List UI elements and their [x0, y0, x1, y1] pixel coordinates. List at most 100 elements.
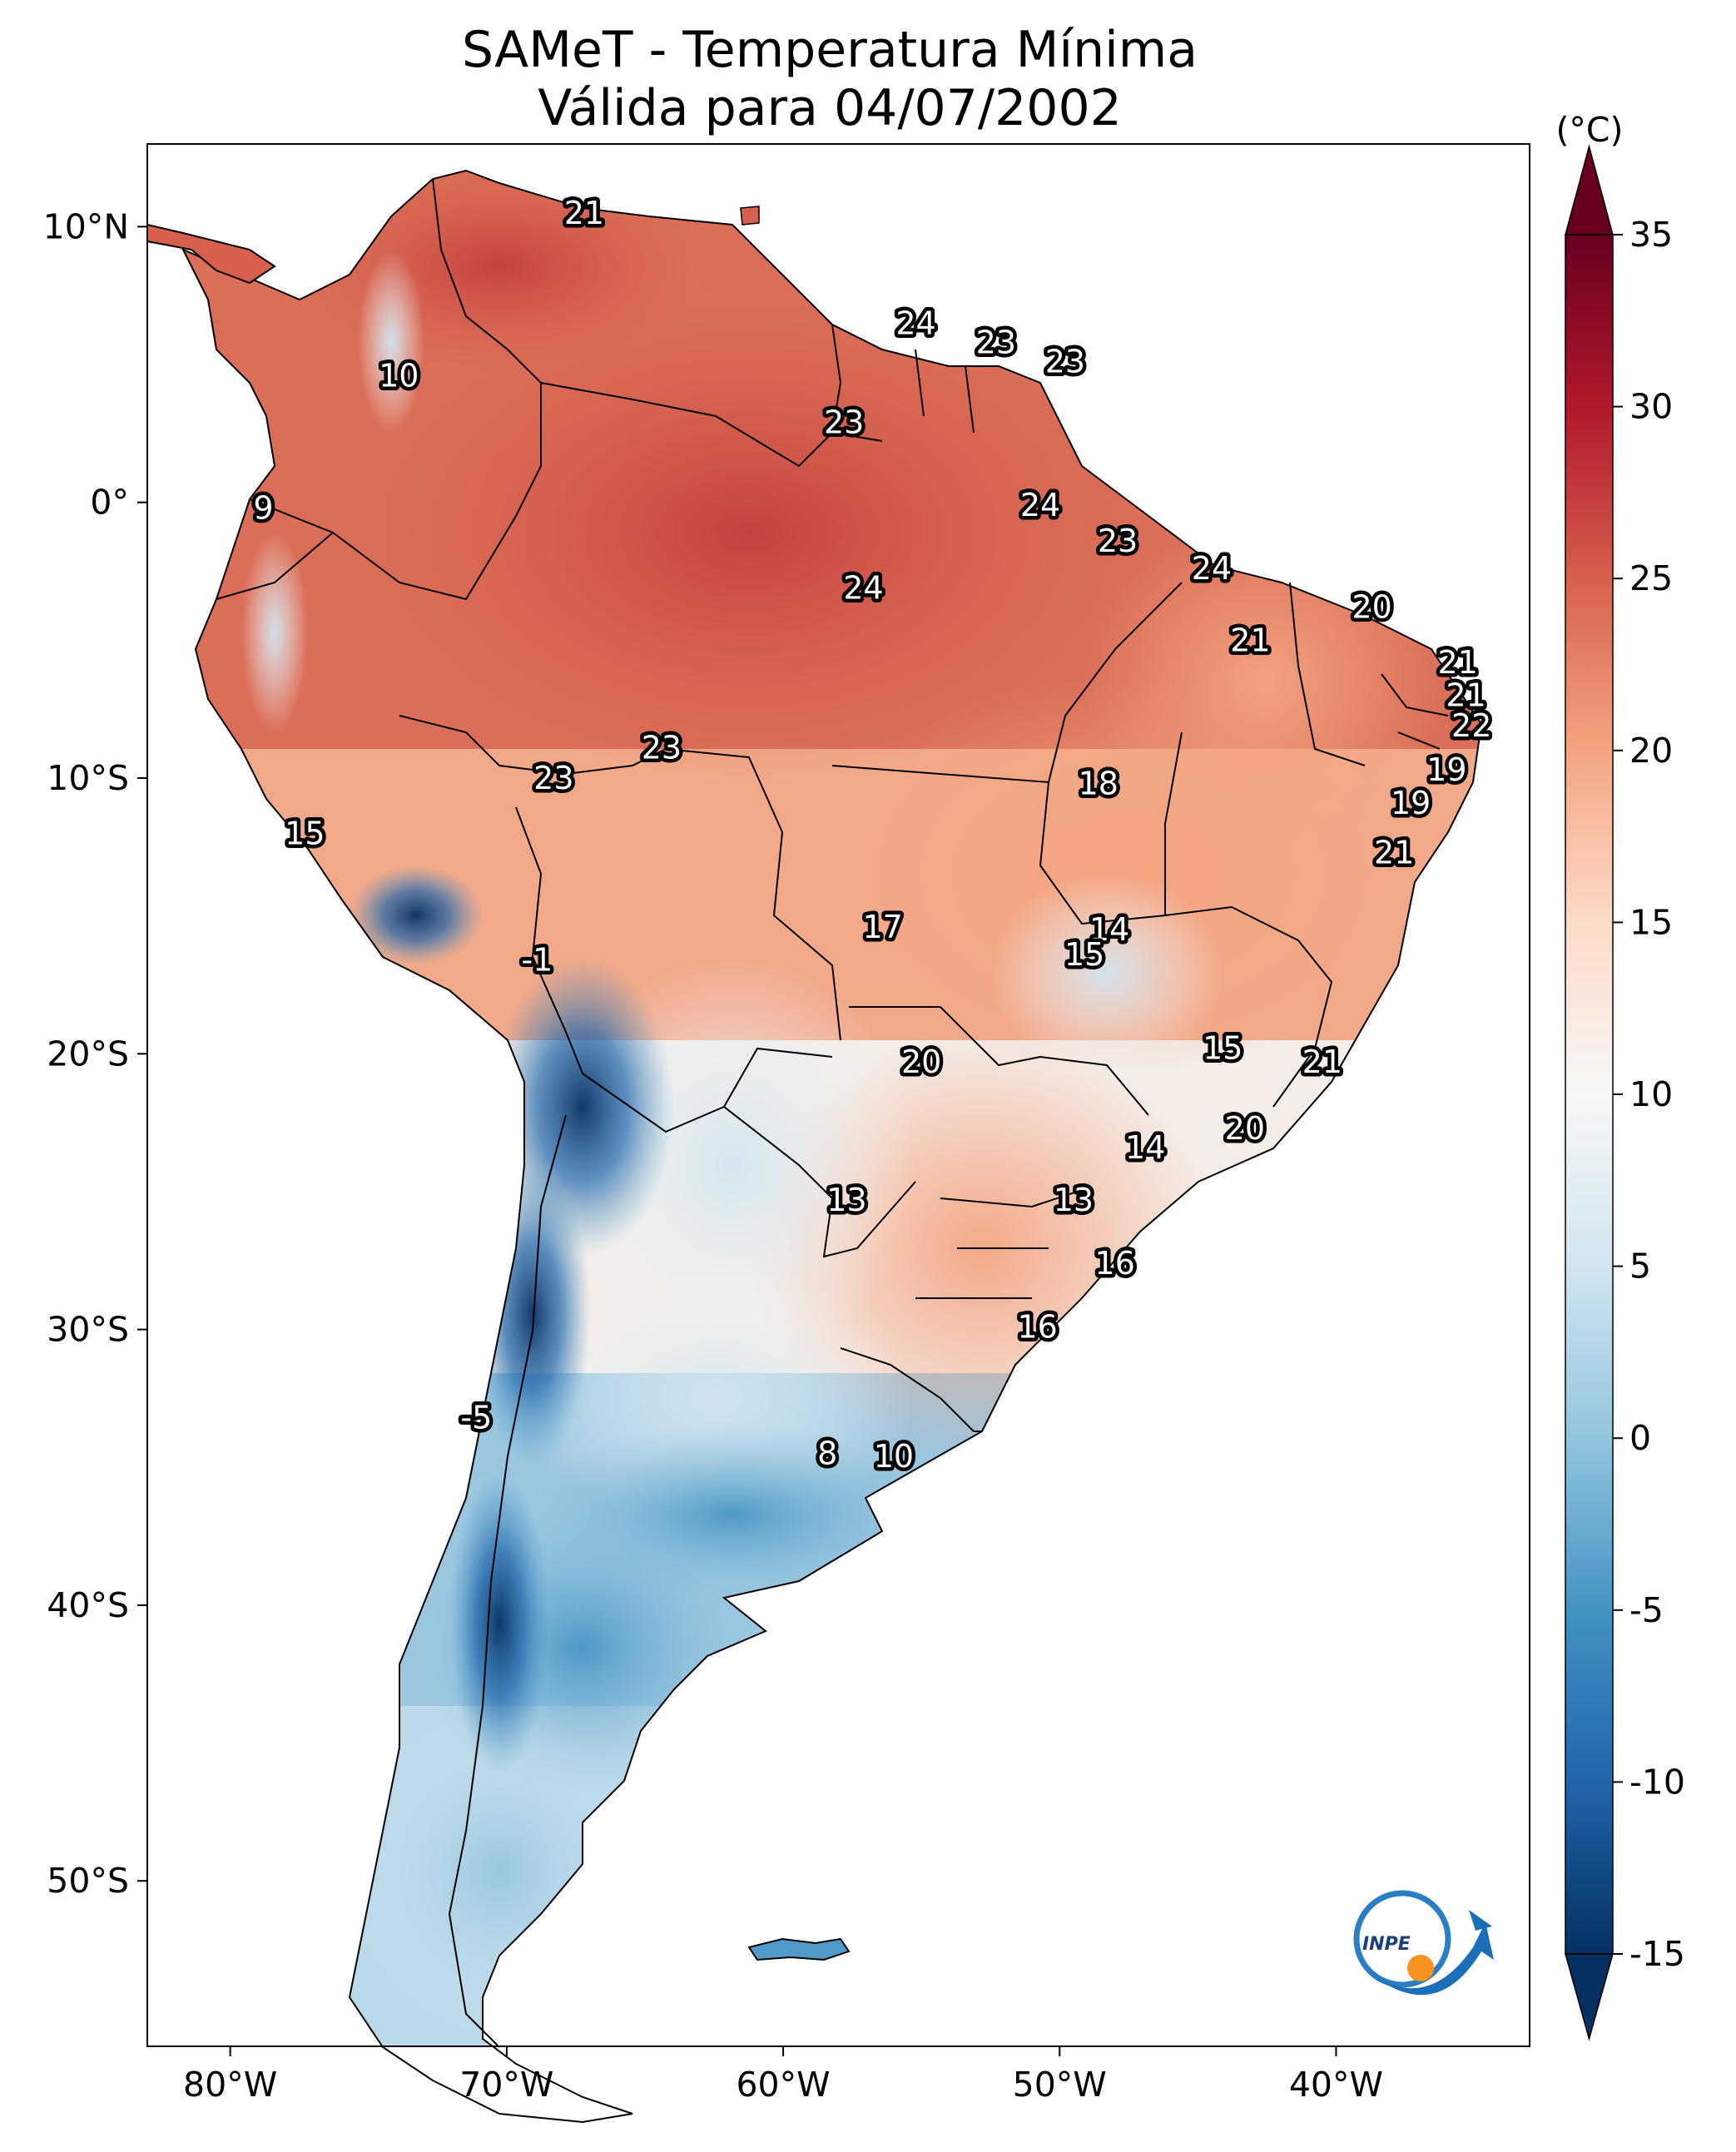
boundary-brazil-states-3 [1164, 905, 1333, 1108]
temperature-label: 23 [976, 325, 1016, 361]
boundary-guianas [831, 324, 975, 434]
lat-tick-label: 30°S [47, 1310, 129, 1350]
temperature-label: 24 [843, 569, 883, 606]
temperature-label: 17 [862, 909, 902, 945]
lon-tick-label: 40°W [1289, 2065, 1383, 2105]
lat-tick-label: 0° [90, 483, 129, 523]
temperature-label: 19 [1426, 751, 1466, 788]
boundary-ecuador-peru [216, 532, 334, 600]
field-warm-amazon [350, 283, 1148, 782]
colorbar-body [1565, 234, 1614, 1955]
field-andes-cold-north [350, 865, 483, 965]
lat-tick-label: 20°S [47, 1034, 129, 1074]
temperature-label: 22 [1451, 707, 1491, 744]
logo-globe-ring [1353, 1890, 1451, 1988]
colorbar-unit: (°C) [1555, 110, 1623, 150]
colorbar-top-extend [1565, 144, 1614, 236]
lat-tick-label: 50°S [47, 1861, 129, 1901]
temperature-label: 21 [1374, 834, 1414, 870]
title-line-1: SAMeT - Temperatura Mínima [462, 21, 1198, 79]
colorbar-tick-label: 5 [1629, 1247, 1651, 1287]
colorbar: (°C) 35 30 25 20 15 10 5 0 -5 -10 -15 [1555, 110, 1685, 2041]
colorbar-ticks: 35 30 25 20 15 10 5 0 -5 -10 -15 [1613, 215, 1685, 1974]
title-line-2: Válida para 04/07/2002 [538, 79, 1122, 137]
temperature-label: 10 [379, 357, 419, 394]
temperature-label: 23 [824, 404, 864, 441]
trinidad-island [740, 206, 760, 226]
temperature-label: -5 [460, 1400, 492, 1436]
latitude-ticks: 10°N 0° 10°S 20°S 30°S 40°S 50°S [43, 206, 147, 1901]
falkland-islands [747, 1937, 851, 1961]
temperature-label: 19 [1391, 785, 1431, 821]
longitude-ticks: 80°W 70°W 60°W 50°W 40°W [183, 2046, 1383, 2105]
boundary-chile-argentina [448, 1114, 567, 2048]
logo-text: INPE [1362, 1934, 1411, 1955]
temperature-label: 16 [1018, 1308, 1058, 1345]
colorbar-tick-label: 15 [1629, 902, 1673, 942]
colorbar-bottom-extend [1565, 1953, 1614, 2041]
lon-tick-label: 50°W [1013, 2065, 1107, 2105]
temperature-label: 18 [1079, 766, 1118, 802]
lon-tick-label: 80°W [183, 2065, 277, 2105]
temperature-label: 21 [1437, 644, 1477, 681]
boundary-argentina-uruguay [840, 1347, 982, 1432]
temperature-label: 20 [1352, 589, 1391, 626]
temperature-label: 23 [642, 730, 682, 766]
boundary-peru-brazil [399, 715, 667, 776]
temperature-label: 21 [1446, 677, 1486, 714]
political-boundaries [216, 178, 1449, 2048]
field-andes-cold-south [449, 1473, 549, 1773]
boundary-colombia-venezuela [432, 178, 542, 384]
colorbar-tick-label: -5 [1629, 1590, 1664, 1630]
boundary-brazil-states-4 [849, 1006, 1149, 1116]
central-america-landmass [146, 223, 276, 285]
field-pale-highlands [990, 874, 1223, 1074]
temperature-label: 20 [1225, 1110, 1265, 1147]
temperature-label: 21 [1230, 622, 1270, 658]
colorbar-tick-label: 30 [1629, 387, 1673, 427]
colorbar-tick-label: -15 [1629, 1934, 1685, 1974]
boundary-paraguay [723, 1106, 916, 1258]
temperature-label: 20 [901, 1044, 941, 1080]
boundary-brazil-states-1 [831, 582, 1183, 784]
colorbar-tick-label: 25 [1629, 558, 1673, 598]
lat-tick-label: 10°S [47, 758, 129, 798]
field-colombian-andes [358, 250, 424, 433]
temperature-label: 24 [1192, 550, 1232, 587]
colorbar-tick-label: 35 [1629, 215, 1673, 255]
temperature-label: 21 [1302, 1044, 1342, 1080]
logo-orange-dot [1407, 1955, 1434, 1981]
temperature-label: 23 [1098, 523, 1138, 559]
temperature-label: 24 [1020, 487, 1060, 523]
temperature-label: 14 [1125, 1129, 1165, 1166]
boundary-northeast [1289, 582, 1449, 766]
lon-tick-label: 60°W [736, 2065, 830, 2105]
colorbar-tick-label: -10 [1629, 1762, 1685, 1802]
boundary-peru-bolivia [515, 806, 583, 1074]
map-frame [146, 143, 1530, 2047]
lat-tick-label: 40°S [47, 1585, 129, 1625]
temperature-label: 15 [1203, 1030, 1242, 1067]
colorbar-tick-label: 10 [1629, 1074, 1673, 1114]
temperature-label: 15 [1064, 936, 1104, 973]
boundary-venezuela-brazil [540, 382, 883, 468]
temperature-label: 14 [1089, 911, 1129, 948]
coastline [181, 169, 1483, 2124]
temperature-label: -1 [521, 942, 553, 979]
temperature-label: 9 [253, 489, 273, 526]
map-area: 10°N 0° 10°S 20°S 30°S 40°S 50°S 80°W 70°W 60°W 5… [43, 143, 1530, 2124]
temperature-label: 13 [1054, 1182, 1094, 1218]
colorbar-tick-label: 20 [1629, 731, 1673, 771]
logo-arrow [1469, 1910, 1492, 1931]
boundary-brazil-bolivia [665, 748, 841, 1041]
temperature-label: 8 [817, 1435, 837, 1472]
colorbar-tick-label: 0 [1629, 1418, 1651, 1458]
temperature-label: 13 [826, 1182, 866, 1218]
temperature-label: 24 [895, 305, 935, 341]
temperature-label: 16 [1095, 1245, 1135, 1282]
inpe-logo: INPE [1353, 1890, 1494, 1996]
temperature-label: 23 [1045, 344, 1085, 380]
temperature-label: 21 [564, 195, 604, 231]
